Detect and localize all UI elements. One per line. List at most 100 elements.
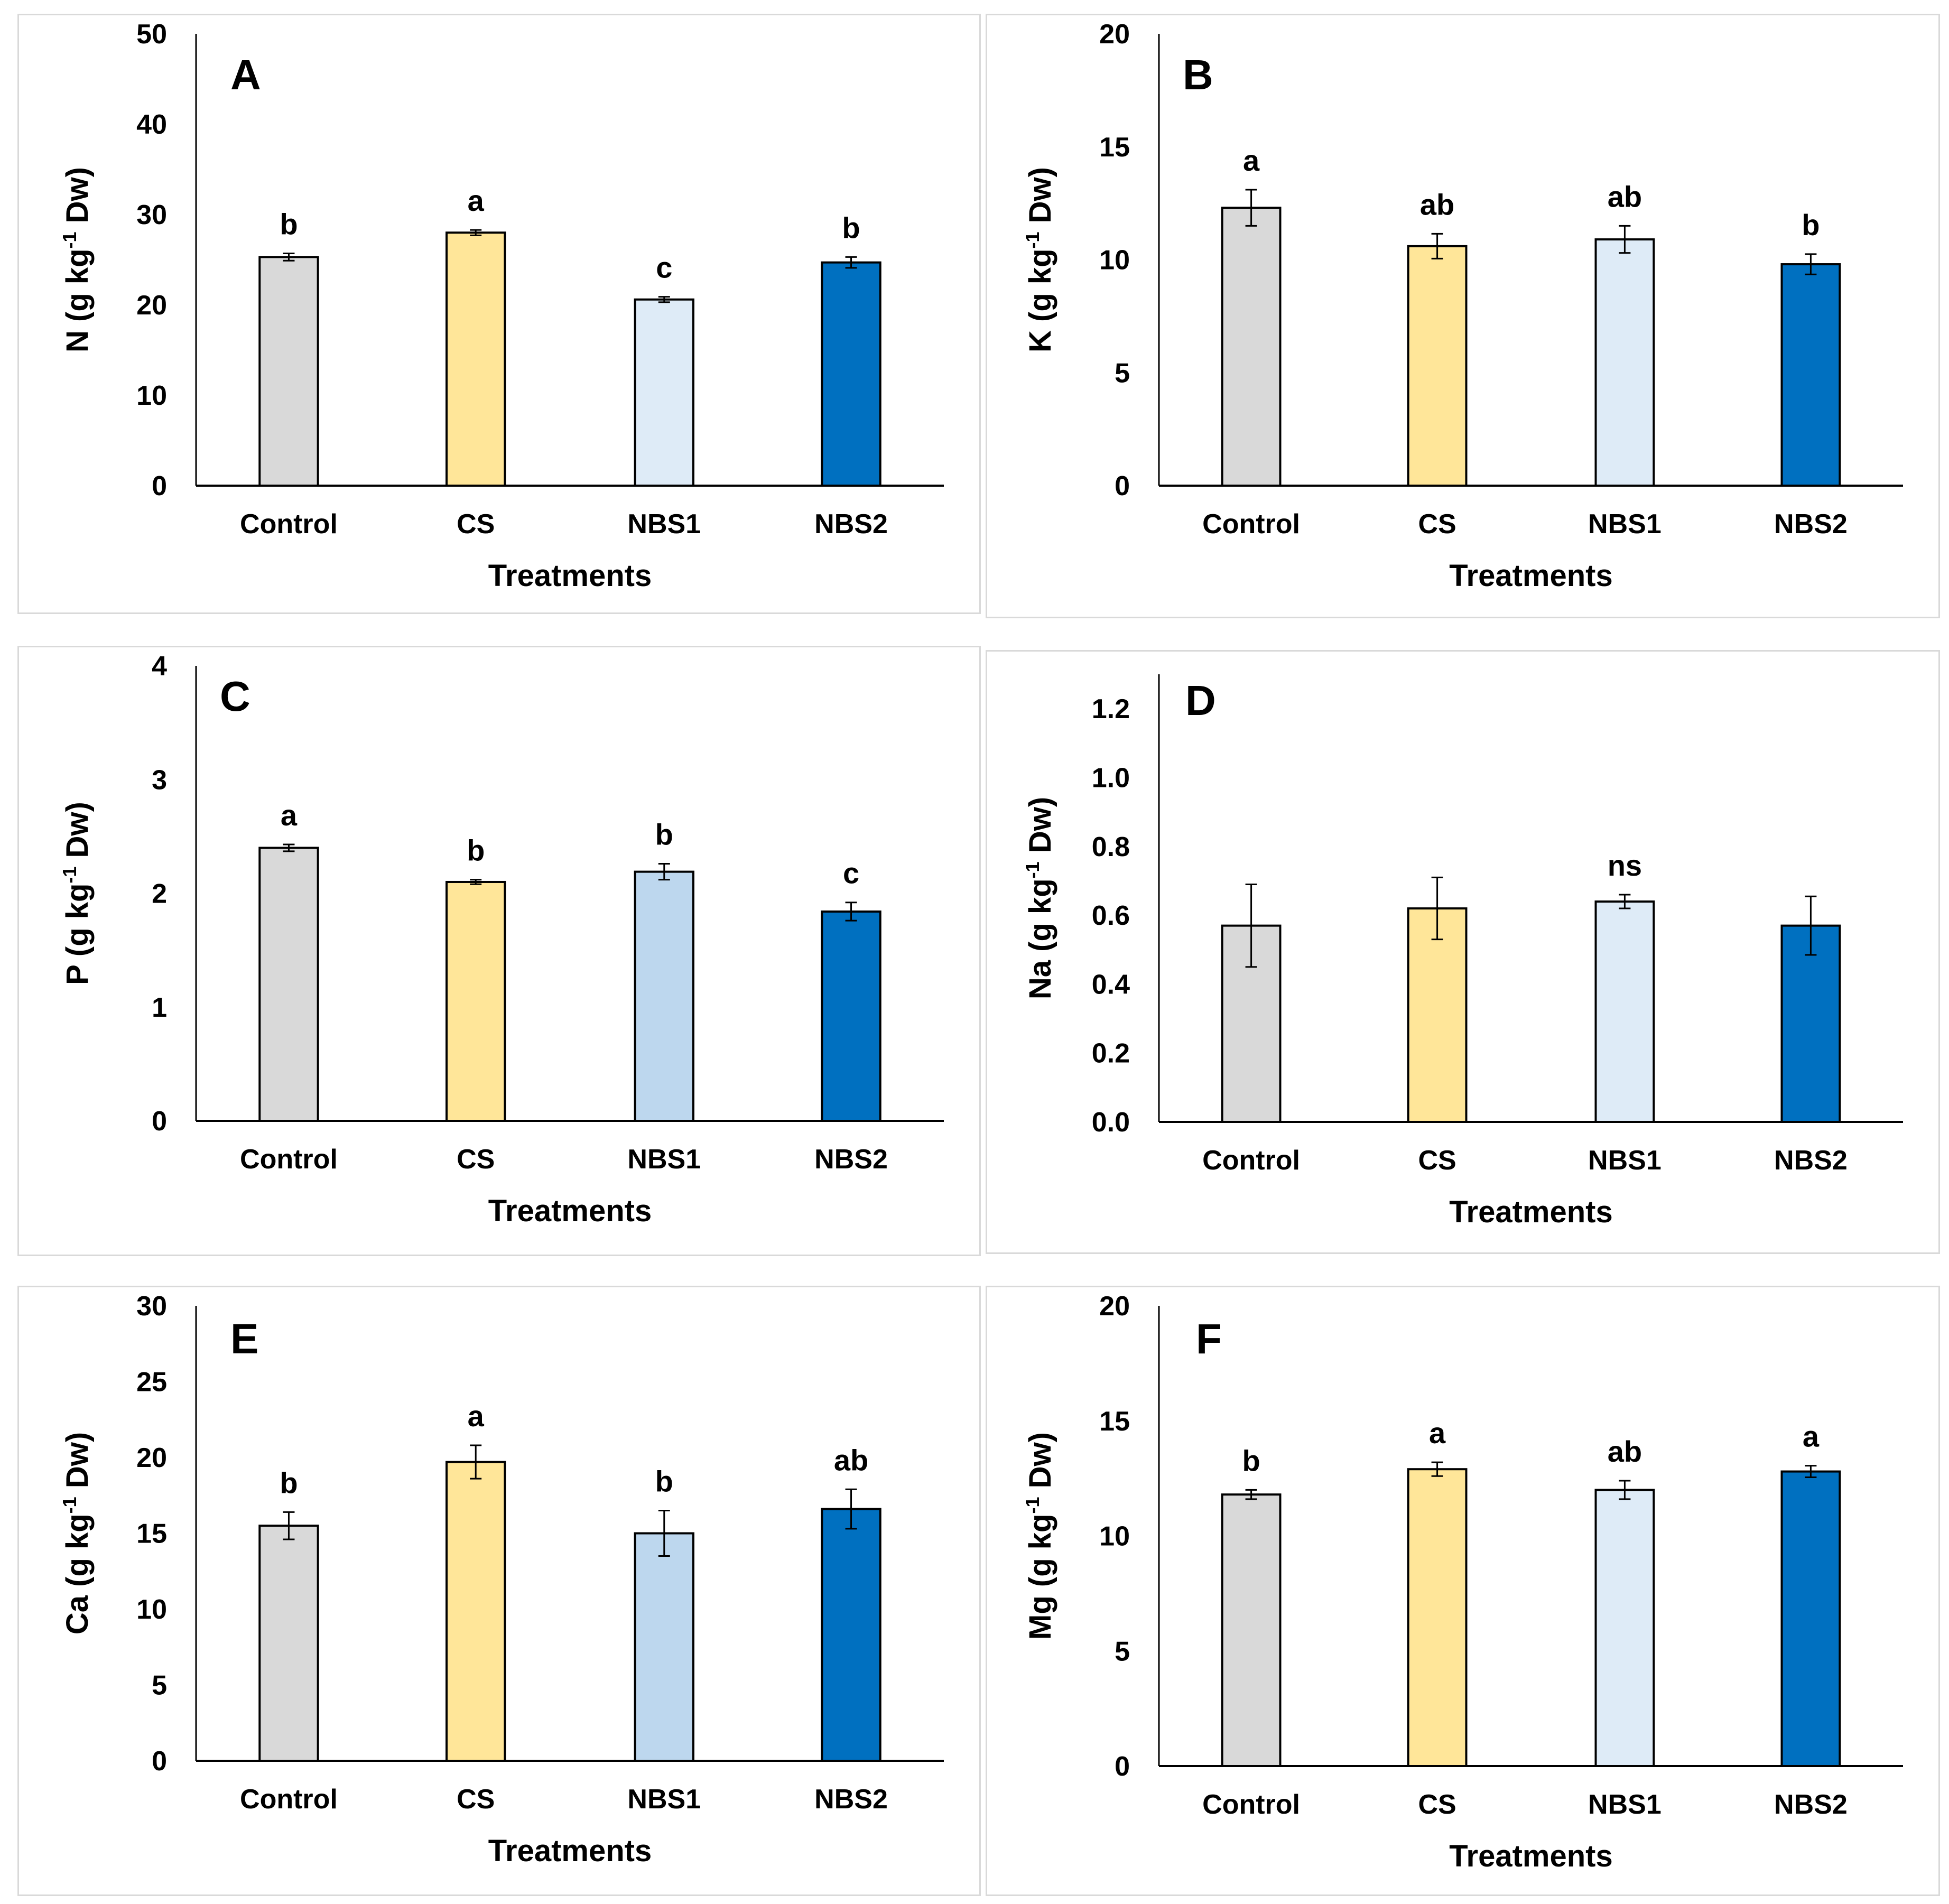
y-tick-label: 0.6 xyxy=(1092,900,1130,931)
y-tick-label: 20 xyxy=(1099,1291,1130,1322)
bar-control xyxy=(258,847,319,1122)
y-tick-label: 50 xyxy=(136,19,167,50)
x-tick-label: NBS1 xyxy=(627,1784,701,1815)
x-tick-label: NBS2 xyxy=(814,509,888,540)
x-tick-label: CS xyxy=(457,1784,495,1815)
y-tick-label: 20 xyxy=(136,1443,167,1473)
x-tick-label: CS xyxy=(457,1144,495,1175)
bar-cs xyxy=(446,880,506,1122)
significance-letter: c xyxy=(656,251,672,284)
panel-label: A xyxy=(230,51,261,98)
bar-nbs2 xyxy=(821,910,881,1122)
y-tick-label: 15 xyxy=(136,1519,167,1549)
panel-label: D xyxy=(1185,677,1216,724)
bar-chart-e: 0 5 10 15 20 25 30 b Control a CS b NBS1 ab NBS2 Treatm… xyxy=(59,1291,944,1868)
bar-control xyxy=(258,1525,319,1762)
panel-a: 0 10 20 30 40 50 b Control a CS c NBS1 b NBS2 Treatmen… xyxy=(17,14,981,614)
x-tick-label: NBS2 xyxy=(1774,1145,1848,1176)
x-axis-title: Treatments xyxy=(1449,1839,1612,1873)
y-tick-label: 20 xyxy=(1099,19,1130,50)
x-tick-label: Control xyxy=(240,509,338,540)
bar-nbs2 xyxy=(821,1508,881,1762)
y-tick-label: 30 xyxy=(136,200,167,230)
x-tick-label: NBS2 xyxy=(1774,509,1848,540)
bar-nbs2 xyxy=(1780,263,1841,487)
x-tick-label: NBS1 xyxy=(627,1144,701,1175)
panel-label: E xyxy=(230,1315,258,1362)
y-tick-label: 0.2 xyxy=(1092,1038,1130,1069)
bar-cs xyxy=(1407,1468,1468,1767)
bar-nbs1 xyxy=(634,298,694,487)
bar-nbs1 xyxy=(634,1532,694,1762)
y-tick-label: 10 xyxy=(1099,245,1130,276)
x-tick-label: NBS1 xyxy=(1588,1145,1662,1176)
y-axis-title: Ca (g kg-1 Dw) xyxy=(59,1432,95,1634)
significance-letter: a xyxy=(1803,1420,1820,1453)
bar-cs xyxy=(446,231,506,487)
y-tick-label: 0.8 xyxy=(1092,832,1130,862)
bar-chart-f: 0 5 10 15 20 b Control a CS ab NBS1 a NBS2 Treatments… xyxy=(1022,1291,1903,1873)
y-tick-label: 5 xyxy=(152,1670,167,1701)
bar-cs xyxy=(1407,245,1468,487)
significance-letter: ab xyxy=(1608,180,1642,213)
significance-letter: a xyxy=(1243,144,1260,177)
x-axis-title: Treatments xyxy=(488,1834,652,1868)
y-tick-label: 5 xyxy=(1115,358,1130,388)
significance-letter: b xyxy=(1242,1444,1260,1477)
bar-cs xyxy=(1407,907,1468,1123)
significance-letter: b xyxy=(655,818,673,851)
bar-chart-a: 0 10 20 30 40 50 b Control a CS c NBS1 b NBS2 Treatmen… xyxy=(59,19,944,593)
x-tick-label: NBS2 xyxy=(814,1144,888,1175)
panel-label: B xyxy=(1183,51,1213,98)
significance-letter: b xyxy=(842,211,860,244)
significance-letter: b xyxy=(467,834,485,867)
significance-letter: a xyxy=(468,1399,485,1433)
x-tick-label: NBS1 xyxy=(1588,509,1662,540)
x-tick-label: CS xyxy=(457,509,495,540)
x-tick-label: Control xyxy=(240,1784,338,1815)
y-axis-title: K (g kg-1 Dw) xyxy=(1022,167,1057,352)
y-tick-label: 10 xyxy=(136,380,167,411)
y-tick-label: 0.0 xyxy=(1092,1107,1130,1138)
bar-nbs1 xyxy=(1594,900,1655,1123)
y-tick-label: 1 xyxy=(152,992,167,1023)
bar-nbs1 xyxy=(1594,238,1655,487)
bar-control xyxy=(258,256,319,487)
bar-nbs1 xyxy=(1594,1489,1655,1767)
x-axis-title: Treatments xyxy=(1449,1195,1612,1229)
bar-control xyxy=(1221,207,1282,487)
y-tick-label: 25 xyxy=(136,1367,167,1398)
panel-f: 0 5 10 15 20 b Control a CS ab NBS1 a NBS2 Treatments… xyxy=(986,1286,1940,1896)
bar-chart-c: 0 1 2 3 4 a Control b CS b NBS1 c NBS2 Treatments P (g… xyxy=(59,651,944,1228)
panel-e: 0 5 10 15 20 25 30 b Control a CS b NBS1 ab NBS2 Treatm… xyxy=(17,1286,981,1896)
y-tick-label: 15 xyxy=(1099,132,1130,163)
significance-letter: b xyxy=(1802,208,1820,242)
y-tick-label: 0 xyxy=(152,1746,167,1777)
significance-letter: ab xyxy=(1420,188,1454,221)
x-tick-label: Control xyxy=(240,1144,338,1175)
significance-letter: ab xyxy=(834,1443,868,1476)
x-tick-label: Control xyxy=(1202,1145,1300,1176)
y-tick-label: 1.0 xyxy=(1092,763,1130,793)
y-tick-label: 10 xyxy=(1099,1521,1130,1552)
y-axis-title: N (g kg-1 Dw) xyxy=(59,167,95,352)
x-tick-label: Control xyxy=(1202,1789,1300,1820)
x-axis-title: Treatments xyxy=(1449,559,1612,593)
x-axis-title: Treatments xyxy=(488,559,652,593)
significance-letter: ab xyxy=(1608,1435,1642,1468)
y-tick-label: 3 xyxy=(152,765,167,795)
y-tick-label: 40 xyxy=(136,109,167,140)
bar-nbs2 xyxy=(821,261,881,487)
x-axis-title: Treatments xyxy=(488,1194,652,1228)
y-tick-label: 0 xyxy=(152,1106,167,1137)
y-tick-label: 0.4 xyxy=(1092,969,1130,1000)
y-tick-label: 0 xyxy=(1115,471,1130,501)
y-tick-label: 2 xyxy=(152,879,167,909)
bar-nbs1 xyxy=(634,870,694,1122)
significance-letter: a xyxy=(281,798,298,832)
x-tick-label: CS xyxy=(1418,1145,1456,1176)
bar-cs xyxy=(446,1461,506,1762)
y-tick-label: 15 xyxy=(1099,1406,1130,1437)
y-tick-label: 5 xyxy=(1115,1636,1130,1667)
y-tick-label: 1.2 xyxy=(1092,694,1130,725)
